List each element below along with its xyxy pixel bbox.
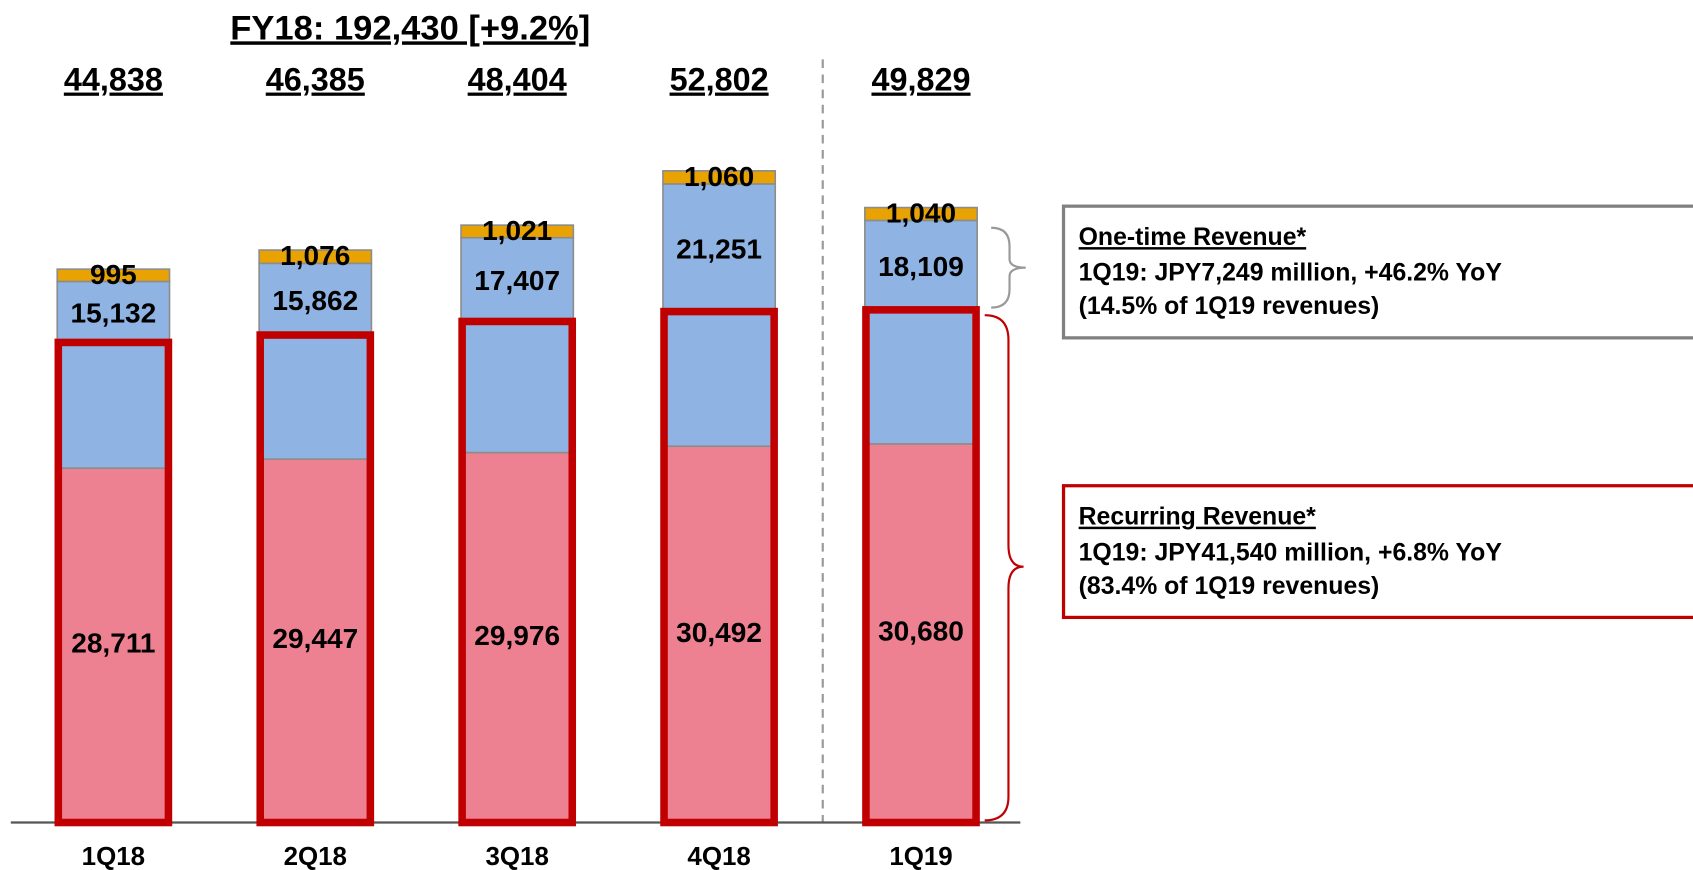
data-label: 995 — [90, 259, 137, 290]
total-label: 46,385 — [266, 62, 365, 98]
total-label: 44,838 — [64, 62, 163, 98]
annotation-title: One-time Revenue* — [1079, 224, 1307, 251]
bar-segment — [460, 236, 575, 454]
data-label: 18,109 — [878, 251, 964, 282]
annotation-line: (83.4% of 1Q19 revenues) — [1079, 573, 1380, 600]
recurring-outline — [862, 306, 980, 827]
brace-one-time — [991, 226, 1026, 309]
annotation-box — [1061, 204, 1693, 340]
data-label: 30,492 — [676, 617, 762, 648]
brace-recurring — [984, 314, 1024, 822]
bar-segment — [258, 458, 373, 824]
annotation: Recurring Revenue* 1Q19: JPY41,540 millio… — [1061, 484, 1693, 620]
bar-segment — [864, 206, 978, 222]
data-label: 15,132 — [70, 298, 156, 329]
data-label: 17,407 — [474, 265, 560, 296]
data-label: 30,680 — [878, 616, 964, 647]
annotation-title: Recurring Revenue* — [1079, 504, 1317, 531]
total-label: 49,829 — [871, 62, 970, 98]
x-tick-label: 1Q18 — [82, 843, 145, 870]
data-label: 21,251 — [676, 233, 762, 264]
chart-title: FY18: 192,430 [+9.2%] — [230, 9, 590, 47]
data-label: 1,060 — [684, 161, 754, 192]
annotation-line: (14.5% of 1Q19 revenues) — [1079, 293, 1380, 320]
data-label: 28,711 — [71, 628, 155, 659]
recurring-outline — [256, 331, 375, 827]
data-label: 29,447 — [272, 623, 358, 654]
bar-segment — [460, 451, 575, 824]
annotation-box — [1061, 484, 1693, 620]
data-label: 15,862 — [272, 285, 358, 316]
data-label: 29,976 — [474, 620, 560, 651]
x-tick-label: 4Q18 — [687, 843, 750, 870]
bar-segment — [56, 268, 171, 283]
recurring-outline — [54, 338, 173, 827]
bar-segment — [864, 443, 978, 824]
bar-segment — [258, 249, 373, 265]
x-tick-label: 3Q18 — [486, 843, 549, 870]
recurring-outline — [458, 317, 577, 827]
annotation-line: 1Q19: JPY41,540 million, +6.8% YoY — [1079, 539, 1503, 566]
total-label: 52,802 — [670, 62, 769, 98]
data-label: 1,040 — [886, 198, 956, 229]
annotation-line: 1Q19: JPY7,249 million, +46.2% YoY — [1079, 260, 1503, 287]
x-tick-label: 2Q18 — [284, 843, 347, 870]
bar-segment — [662, 170, 777, 185]
x-tick-label: 1Q19 — [889, 843, 952, 870]
total-label: 48,404 — [468, 62, 567, 98]
data-label: 1,076 — [280, 240, 350, 271]
recurring-outline — [660, 307, 778, 827]
bar-segment — [460, 224, 575, 239]
bar-segment — [864, 219, 978, 445]
data-label: 1,021 — [482, 215, 552, 246]
annotation: One-time Revenue* 1Q19: JPY7,249 million,… — [1061, 204, 1693, 340]
